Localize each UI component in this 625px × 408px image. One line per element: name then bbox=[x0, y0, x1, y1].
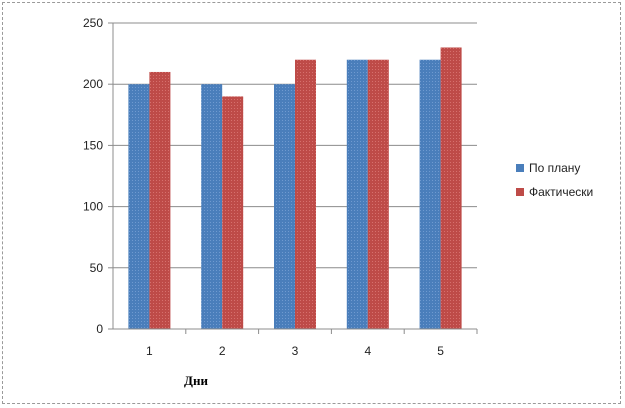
x-tick-label: 3 bbox=[292, 344, 299, 358]
legend-swatch-plan bbox=[516, 164, 524, 172]
x-axis-label: Дни bbox=[184, 373, 208, 388]
bar-plan-5 bbox=[419, 59, 441, 329]
bar-actual-1 bbox=[149, 71, 171, 330]
x-tick-label: 1 bbox=[146, 344, 153, 358]
chart-frame bbox=[2, 2, 621, 404]
y-axis-ticks: 0 50 100 150 200 250 bbox=[83, 16, 113, 336]
bars bbox=[128, 47, 462, 330]
legend-label-actual: Фактически bbox=[529, 185, 593, 199]
y-tick-label: 50 bbox=[90, 261, 104, 275]
x-tick-label: 4 bbox=[364, 344, 371, 358]
x-axis-ticks: 1 2 3 4 5 bbox=[146, 329, 478, 358]
y-tick-label: 250 bbox=[83, 16, 103, 30]
legend-swatch-actual bbox=[516, 188, 524, 196]
x-tick-label: 5 bbox=[437, 344, 444, 358]
legend-label-plan: По плану bbox=[529, 161, 580, 175]
bar-actual-5 bbox=[440, 47, 462, 329]
y-tick-label: 0 bbox=[96, 322, 103, 336]
bar-actual-3 bbox=[295, 59, 316, 329]
y-tick-label: 100 bbox=[83, 200, 103, 214]
bar-plan-2 bbox=[201, 84, 223, 329]
bar-actual-4 bbox=[367, 59, 389, 329]
bar-plan-1 bbox=[128, 84, 150, 329]
bar-plan-4 bbox=[346, 59, 368, 329]
x-tick-label: 2 bbox=[219, 344, 226, 358]
bar-plan-3 bbox=[274, 84, 295, 329]
axes bbox=[112, 23, 477, 330]
bar-actual-2 bbox=[222, 96, 244, 329]
y-tick-label: 200 bbox=[83, 77, 103, 91]
y-tick-label: 150 bbox=[83, 138, 103, 152]
legend: По плану Фактически bbox=[516, 161, 593, 199]
